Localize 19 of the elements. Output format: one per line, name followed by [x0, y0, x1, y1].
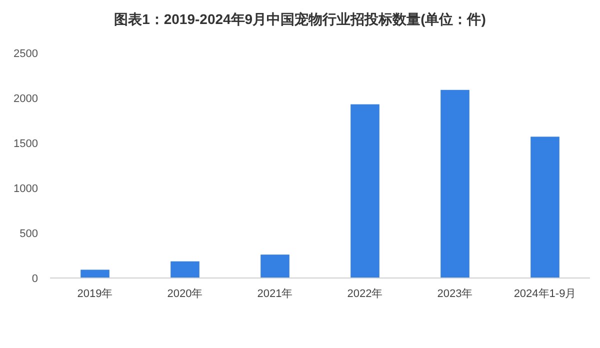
bar	[440, 90, 470, 278]
bar	[80, 270, 110, 278]
y-tick-label: 2500	[14, 48, 38, 60]
x-tick-label: 2021年	[257, 288, 293, 300]
bar	[530, 136, 560, 278]
x-tick-label: 2022年	[347, 288, 383, 300]
x-tick-label: 2023年	[437, 288, 473, 300]
bar	[260, 254, 290, 278]
x-tick-label: 2024年1-9月	[514, 288, 576, 300]
chart-title: 图表1：2019-2024年9月中国宠物行业招投标数量(单位：件)	[114, 11, 486, 27]
x-tick-label: 2019年	[77, 288, 113, 300]
x-tick-label: 2020年	[167, 288, 203, 300]
y-tick-label: 1500	[14, 138, 38, 150]
bar	[350, 104, 380, 278]
y-tick-label: 1000	[14, 183, 38, 195]
y-tick-label: 0	[32, 273, 38, 285]
bar	[170, 261, 200, 278]
y-tick-label: 2000	[14, 93, 38, 105]
y-tick-label: 500	[20, 228, 38, 240]
